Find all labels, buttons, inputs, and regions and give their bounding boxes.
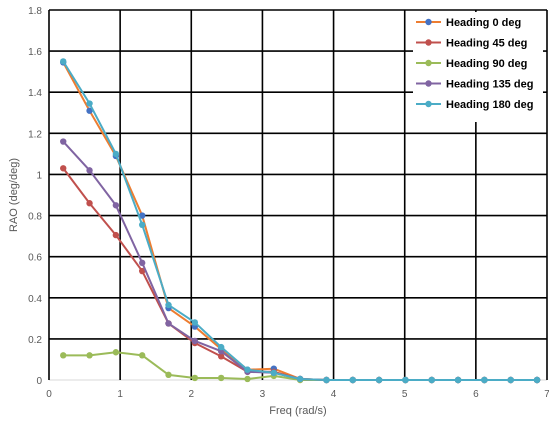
y-tick-label: 0.2 — [28, 335, 42, 346]
data-point — [428, 376, 435, 384]
data-point — [138, 352, 146, 359]
data-point — [112, 349, 120, 356]
legend-label: Heading 90 deg — [446, 58, 527, 70]
data-point — [138, 221, 146, 229]
legend-swatch-marker — [425, 59, 432, 67]
tick-layer: 0 1 2 3 4 5 6 7 0 0.2 0.4 0.6 0.8 1 1.2 1.4 1.6 1.8 — [28, 6, 549, 400]
data-point — [296, 375, 304, 383]
grid-layer — [48, 9, 548, 381]
series-group — [60, 58, 541, 384]
y-tick-label: 0.6 — [28, 253, 42, 264]
data-point — [507, 376, 514, 384]
legend-swatch-marker — [425, 100, 432, 108]
data-point — [112, 150, 120, 158]
data-point — [191, 319, 199, 326]
data-point — [191, 374, 199, 382]
data-point — [533, 376, 541, 384]
data-point — [112, 202, 120, 209]
data-point — [481, 376, 488, 384]
data-point — [454, 376, 462, 384]
data-point — [60, 138, 67, 145]
data-point — [244, 366, 251, 373]
legend-swatch-marker — [425, 39, 432, 46]
data-point — [217, 343, 225, 351]
data-point — [165, 371, 172, 379]
x-tick-label: 5 — [402, 389, 408, 400]
y-tick-label: 0.8 — [28, 212, 42, 223]
y-tick-label: 1.2 — [28, 129, 42, 140]
data-point — [112, 231, 120, 239]
x-tick-label: 7 — [544, 389, 549, 400]
data-point — [138, 212, 146, 219]
data-point — [217, 353, 225, 360]
x-tick-label: 1 — [117, 389, 123, 400]
data-point — [165, 301, 172, 309]
legend-label: Heading 0 deg — [446, 17, 521, 29]
data-point — [138, 267, 146, 275]
data-point — [402, 376, 409, 384]
x-tick-label: 0 — [46, 389, 52, 400]
data-point — [244, 375, 251, 383]
data-point — [60, 165, 67, 172]
y-tick-label: 0 — [36, 376, 42, 387]
legend: Heading 0 deg Heading 45 deg Heading 90 de… — [413, 12, 543, 122]
y-tick-label: 1.6 — [28, 47, 42, 58]
legend-label: Heading 45 deg — [446, 38, 527, 50]
legend-swatch-marker — [425, 80, 432, 87]
data-point — [60, 58, 67, 65]
x-tick-label: 2 — [189, 389, 195, 400]
data-point — [138, 259, 146, 267]
y-axis-title: RAO (deg/deg) — [8, 158, 20, 232]
x-tick-label: 3 — [260, 389, 266, 400]
data-point — [86, 200, 93, 207]
data-point — [86, 167, 93, 174]
data-point — [86, 100, 93, 107]
data-point — [270, 369, 278, 377]
data-point — [217, 374, 225, 382]
x-tick-label: 6 — [473, 389, 479, 400]
x-axis-title: Freq (rad/s) — [269, 405, 326, 417]
data-point — [86, 107, 93, 114]
data-point — [60, 352, 67, 359]
legend-label: Heading 135 deg — [446, 79, 533, 91]
legend-swatch-marker — [425, 18, 432, 26]
y-tick-label: 0.4 — [28, 294, 42, 305]
legend-label: Heading 180 deg — [446, 99, 533, 111]
data-point — [375, 376, 383, 384]
x-tick-label: 4 — [331, 389, 337, 400]
data-point — [165, 320, 172, 327]
data-point — [323, 376, 330, 384]
y-tick-label: 1.8 — [28, 6, 42, 17]
y-tick-label: 1.4 — [28, 88, 42, 99]
data-point — [191, 337, 199, 345]
data-point — [86, 352, 93, 359]
data-point — [349, 376, 356, 384]
series-layer — [60, 58, 541, 384]
y-tick-label: 1 — [36, 170, 42, 181]
